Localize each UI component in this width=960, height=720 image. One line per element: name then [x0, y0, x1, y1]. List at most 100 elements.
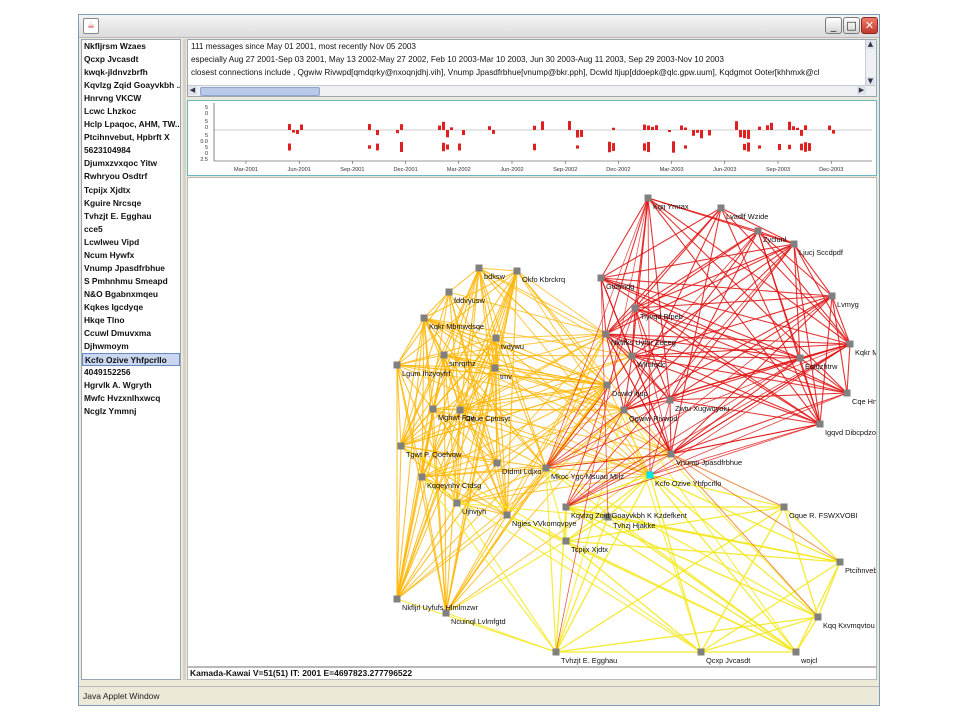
graph-node[interactable]: [814, 613, 822, 621]
graph-node[interactable]: [562, 503, 570, 511]
network-graph[interactable]: Kgij Ymrax Lvadlf Wzide Zyclunl Ljucj Sccdp…: [188, 178, 876, 666]
graph-node[interactable]: [475, 264, 483, 272]
contact-list-item[interactable]: Tcpijx Xjdtx: [84, 184, 131, 195]
contact-list-item[interactable]: Hkqe Tlno: [84, 314, 125, 325]
graph-node[interactable]: [393, 361, 401, 369]
graph-node[interactable]: [453, 499, 461, 507]
graph-node[interactable]: [780, 503, 788, 511]
contact-list-item[interactable]: Lcwc Lhzkoc: [84, 106, 137, 117]
graph-node[interactable]: [717, 204, 725, 212]
contact-list-item[interactable]: 5623104984: [84, 145, 131, 156]
close-button[interactable]: ✕: [861, 17, 878, 34]
graph-edge: [400, 445, 547, 469]
graph-node[interactable]: [631, 304, 639, 312]
contact-list-item[interactable]: Kguire Nrcsqe: [84, 197, 142, 208]
graph-node[interactable]: [602, 330, 610, 338]
graph-node[interactable]: [628, 352, 636, 360]
contact-list-item[interactable]: Hclp Lpaqoc, AHM, TW...: [84, 119, 180, 130]
graph-node[interactable]: [562, 537, 570, 545]
contact-list-item[interactable]: 4049152256: [84, 367, 131, 378]
selected-node[interactable]: [646, 471, 654, 479]
graph-node[interactable]: [429, 405, 437, 413]
graph-node[interactable]: [790, 240, 798, 248]
message-vertical-scrollbar[interactable]: ▲ ▼: [865, 40, 876, 86]
minimize-button[interactable]: _: [825, 17, 842, 34]
graph-node[interactable]: [796, 354, 804, 362]
scroll-right-icon[interactable]: ▶: [857, 86, 866, 95]
graph-edge: [423, 317, 672, 455]
graph-node[interactable]: [445, 288, 453, 296]
contact-list-item[interactable]: S Pmhnhmu Smeapd: [84, 275, 168, 286]
timeline-month-label: Jun-2001: [288, 167, 311, 173]
network-graph-panel[interactable]: Kgij Ymrax Lvadlf Wzide Zyclunl Ljucj Sccdp…: [187, 177, 877, 667]
contact-list-item[interactable]: Ncum Hywfx: [84, 249, 135, 260]
graph-node[interactable]: [792, 648, 800, 656]
graph-nodes[interactable]: [393, 194, 854, 656]
node-label: Tcpijx Xjdtx: [571, 545, 608, 554]
graph-node[interactable]: [620, 406, 628, 414]
graph-node[interactable]: [828, 292, 836, 300]
graph-node[interactable]: [836, 558, 844, 566]
graph-node[interactable]: [597, 274, 605, 282]
contact-list-item[interactable]: Vnump Jpasdfrbhue: [84, 262, 165, 273]
contact-list-item[interactable]: Lcwlweu Vipd: [84, 236, 140, 247]
contact-list-item[interactable]: Kcfo Ozive Yhfpcrllo: [82, 353, 180, 367]
graph-node[interactable]: [697, 648, 705, 656]
graph-node[interactable]: [603, 381, 611, 389]
graph-node[interactable]: [493, 459, 501, 467]
window-titlebar[interactable]: ☕ _ □ ✕: [79, 15, 879, 38]
graph-node[interactable]: [503, 511, 511, 519]
graph-node[interactable]: [846, 340, 854, 348]
message-horizontal-scrollbar[interactable]: ◀ ▶: [188, 85, 876, 96]
split-pane-divider[interactable]: [183, 39, 186, 680]
graph-node[interactable]: [456, 406, 464, 414]
scroll-up-icon[interactable]: ▲: [866, 40, 875, 49]
contact-list-item[interactable]: Kqvlzg Zqid Goayvkbh ...: [84, 80, 180, 91]
graph-node[interactable]: [418, 473, 426, 481]
graph-node[interactable]: [644, 194, 652, 202]
graph-node[interactable]: [492, 334, 500, 342]
graph-node[interactable]: [604, 513, 612, 521]
graph-node[interactable]: [393, 595, 401, 603]
graph-node[interactable]: [442, 609, 450, 617]
contact-list-item[interactable]: Mwfc Hvzxnlhxwcq: [84, 393, 161, 404]
horizontal-scroll-thumb[interactable]: [200, 87, 320, 96]
graph-node[interactable]: [440, 351, 448, 359]
contact-list-item[interactable]: Qcxp Jvcasdt: [84, 54, 139, 65]
graph-node[interactable]: [843, 389, 851, 397]
graph-edge: [443, 354, 547, 469]
contact-list-item[interactable]: Hgrvlk A. Wgryth: [84, 380, 152, 391]
contact-list-item[interactable]: N&O Bgabnxmqeu: [84, 288, 158, 299]
graph-node[interactable]: [420, 314, 428, 322]
graph-node[interactable]: [816, 420, 824, 428]
graph-node[interactable]: [491, 364, 499, 372]
contact-list-item[interactable]: Djumxzvxqoc Yitw: [84, 158, 158, 169]
graph-node[interactable]: [667, 450, 675, 458]
graph-node[interactable]: [513, 267, 521, 275]
node-label: Oque R. FSWXVOBI: [789, 511, 858, 520]
graph-node[interactable]: [542, 464, 550, 472]
graph-node[interactable]: [552, 648, 560, 656]
graph-edge: [605, 207, 722, 335]
contact-list-item[interactable]: Ptcihnvebut, Hpbrft X: [84, 132, 170, 143]
contact-list-item[interactable]: kwqk-jldnvzbrfh: [84, 67, 148, 78]
contact-list-item[interactable]: Djhwmoym: [84, 341, 129, 352]
scroll-left-icon[interactable]: ◀: [188, 86, 197, 95]
graph-edge: [421, 476, 458, 504]
contact-list[interactable]: Nkfljrsm Wzaes Qcxp Jvcasdt kwqk-jldnvzbrf…: [81, 39, 181, 680]
graph-node[interactable]: [666, 396, 674, 404]
graph-node[interactable]: [397, 442, 405, 450]
contact-list-item[interactable]: Ncglz Ymmnj: [84, 406, 137, 417]
graph-edge: [456, 467, 547, 504]
scroll-down-icon[interactable]: ▼: [866, 77, 875, 86]
maximize-button[interactable]: □: [843, 17, 860, 34]
contact-list-item[interactable]: Ccuwl Dmuvxma: [84, 328, 152, 339]
contact-list-item[interactable]: Tvhzjt E. Egghau: [84, 210, 152, 221]
contact-list-item[interactable]: cce5: [84, 223, 103, 234]
contact-list-item[interactable]: Nkfljrsm Wzaes: [84, 41, 146, 51]
contact-list-item[interactable]: Kqkes Igcdyqe: [84, 301, 144, 312]
graph-node[interactable]: [754, 227, 762, 235]
contact-list-item[interactable]: Hnrvng VKCW: [84, 93, 142, 104]
contact-list-item[interactable]: Rwhryou Osdtrf: [84, 171, 148, 182]
timeline-activity-bar: [788, 144, 791, 150]
